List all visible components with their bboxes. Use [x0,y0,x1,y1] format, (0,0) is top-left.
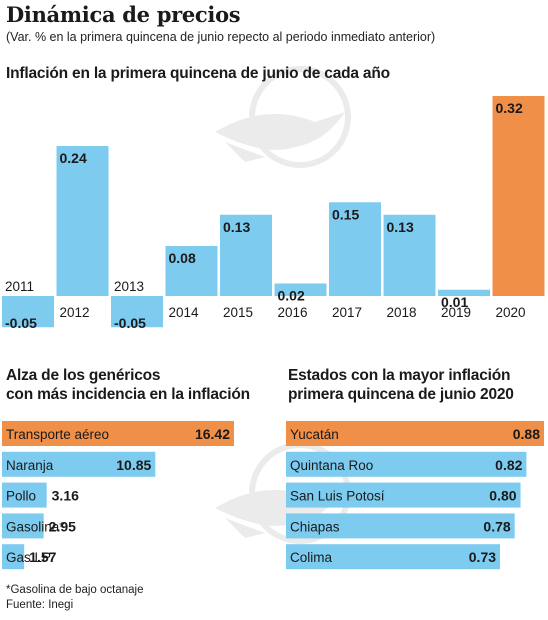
footnote-source: Fuente: Inegi [6,599,74,611]
chart-title-states-line1: Estados con la mayor inflación [288,367,511,384]
year-label-2015: 2015 [223,305,253,320]
value-label-2011: -0.05 [5,315,37,331]
chart-title-generics-line1: Alza de los genéricos [6,367,161,384]
bar-Chiapas [286,513,515,539]
bar-2017 [329,202,381,296]
category-label-Naranja: Naranja [6,458,54,473]
category-label-Gasolina*: Gasolina* [6,519,65,534]
value-label-Colima: 0.73 [469,549,496,565]
category-label-Gas LP: Gas LP [6,550,51,565]
value-label-2012: 0.24 [60,150,87,166]
category-label-Pollo: Pollo [6,489,36,504]
chart-title-generics-line2: con más incidencia en la inflación [6,386,250,403]
year-label-2014: 2014 [169,305,200,320]
chart-title-states-line2: primera quincena de junio 2020 [288,386,514,403]
value-label-2019: 0.01 [441,294,468,310]
year-label-2013: 2013 [114,279,144,294]
value-label-Quintana Roo: 0.82 [495,457,522,473]
value-label-Gas LP: 1.57 [29,549,56,565]
value-label-2016: 0.02 [278,288,305,304]
bar-Yucatán [286,421,544,446]
category-label-San Luis Potosí: San Luis Potosí [290,489,385,504]
bar-Gasolina* [2,513,44,539]
bar-2016 [274,283,327,296]
value-label-2014: 0.08 [169,250,196,266]
value-label-2020: 0.32 [496,100,523,116]
year-label-2011: 2011 [5,279,34,294]
category-label-Colima: Colima [290,550,333,565]
bar-2013 [111,296,163,328]
annual-inflation-chart: -0.05 2011 0.24 2012 -0.05 2013 0.08 2014 0.13 20… [2,96,545,331]
bar-Colima [286,544,501,570]
chart-title-generics: Alza de los genéricos con más incidencia… [6,366,250,404]
value-label-Pollo: 3.16 [52,488,79,504]
bar-Naranja [2,451,156,477]
value-label-2015: 0.13 [223,219,250,235]
category-label-Yucatán: Yucatán [290,427,339,442]
bar-2019 [438,289,490,296]
bar-2018 [383,214,436,296]
bar-2020 [492,96,545,296]
value-label-San Luis Potosí: 0.80 [489,488,516,504]
value-label-2018: 0.13 [387,219,414,235]
bar-2011 [2,296,54,328]
footnote-gasoline: *Gasolina de bajo octanaje [6,584,144,596]
page-title: Dinámica de precios [6,2,241,27]
year-label-2017: 2017 [332,305,362,320]
eagle-watermark-icon [215,66,351,168]
value-label-Transporte aéreo: 16.42 [195,426,230,442]
chart-title-annual: Inflación en la primera quincena de juni… [6,65,390,82]
year-label-2018: 2018 [387,305,417,320]
value-label-Naranja: 10.85 [116,457,151,473]
page-subtitle: (Var. % en la primera quincena de junio … [6,30,436,44]
bar-2015 [220,214,272,296]
category-label-Quintana Roo: Quintana Roo [290,458,373,473]
bar-Transporte aéreo [2,421,234,446]
value-label-Chiapas: 0.78 [483,518,510,534]
value-label-Gasolina*: 2.95 [49,518,76,534]
bar-San Luis Potosí [286,482,521,508]
category-label-Chiapas: Chiapas [290,519,340,534]
year-label-2012: 2012 [60,305,90,320]
value-label-2017: 0.15 [332,206,359,222]
bar-Gas LP [2,544,25,570]
year-label-2019: 2019 [441,305,471,320]
year-label-2020: 2020 [496,305,526,320]
bar-Pollo [2,482,47,508]
year-label-2016: 2016 [278,305,308,320]
bar-2012 [56,146,109,296]
value-label-2013: -0.05 [114,315,146,331]
bar-Quintana Roo [286,451,527,477]
value-label-Yucatán: 0.88 [513,426,540,442]
chart-title-states: Estados con la mayor inflación primera q… [288,366,514,404]
category-label-Transporte aéreo: Transporte aéreo [6,427,109,442]
bar-2014 [165,246,218,296]
